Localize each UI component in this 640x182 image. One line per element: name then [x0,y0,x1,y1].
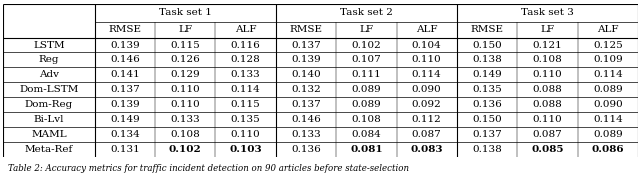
Text: Bi-Lvl: Bi-Lvl [34,115,64,124]
Text: 0.110: 0.110 [170,85,200,94]
Text: 0.149: 0.149 [110,115,140,124]
Text: 0.092: 0.092 [412,100,442,109]
Text: 0.083: 0.083 [410,145,443,154]
Text: 0.121: 0.121 [532,41,563,50]
Text: 0.111: 0.111 [351,70,381,79]
Text: 0.125: 0.125 [593,41,623,50]
Text: 0.110: 0.110 [412,55,442,64]
Text: 0.136: 0.136 [472,100,502,109]
Text: 0.089: 0.089 [351,100,381,109]
Text: 0.146: 0.146 [291,115,321,124]
Text: 0.129: 0.129 [170,70,200,79]
Text: 0.138: 0.138 [472,55,502,64]
Text: 0.110: 0.110 [230,130,260,139]
Text: LSTM: LSTM [33,41,65,50]
Text: 0.103: 0.103 [229,145,262,154]
Text: Meta-Ref: Meta-Ref [25,145,73,154]
Text: 0.081: 0.081 [350,145,383,154]
Text: 0.135: 0.135 [230,115,260,124]
Text: 0.107: 0.107 [351,55,381,64]
Text: 0.131: 0.131 [110,145,140,154]
Text: 0.109: 0.109 [593,55,623,64]
Text: 0.087: 0.087 [532,130,563,139]
Text: 0.137: 0.137 [472,130,502,139]
Text: Reg: Reg [38,55,59,64]
Text: 0.090: 0.090 [412,85,442,94]
Text: 0.139: 0.139 [291,55,321,64]
Text: 0.102: 0.102 [169,145,202,154]
Text: 0.132: 0.132 [291,85,321,94]
Text: Task set 2: Task set 2 [340,8,393,17]
Text: LF: LF [541,25,554,34]
Text: 0.084: 0.084 [351,130,381,139]
Text: 0.136: 0.136 [291,145,321,154]
Text: 0.149: 0.149 [472,70,502,79]
Text: 0.140: 0.140 [291,70,321,79]
Text: 0.134: 0.134 [110,130,140,139]
Text: 0.110: 0.110 [532,70,563,79]
Text: 0.114: 0.114 [412,70,442,79]
Text: 0.133: 0.133 [230,70,260,79]
Text: 0.108: 0.108 [532,55,563,64]
Text: Dom-LSTM: Dom-LSTM [19,85,79,94]
Text: 0.133: 0.133 [291,130,321,139]
Text: Dom-Reg: Dom-Reg [25,100,73,109]
Text: Task set 3: Task set 3 [521,8,574,17]
Text: 0.135: 0.135 [472,85,502,94]
Text: 0.114: 0.114 [593,70,623,79]
Text: 0.088: 0.088 [532,85,563,94]
Text: 0.114: 0.114 [230,85,260,94]
Text: 0.085: 0.085 [531,145,564,154]
Text: 0.089: 0.089 [593,85,623,94]
Text: Table 2: Accuracy metrics for traffic incident detection on 90 articles before s: Table 2: Accuracy metrics for traffic in… [8,164,409,173]
Text: 0.141: 0.141 [110,70,140,79]
Text: 0.089: 0.089 [593,130,623,139]
Text: 0.088: 0.088 [532,100,563,109]
Text: RMSE: RMSE [289,25,323,34]
Text: 0.090: 0.090 [593,100,623,109]
Text: 0.128: 0.128 [230,55,260,64]
Text: 0.139: 0.139 [110,41,140,50]
Text: 0.126: 0.126 [170,55,200,64]
Text: 0.137: 0.137 [291,100,321,109]
Text: 0.087: 0.087 [412,130,442,139]
Text: Adv: Adv [39,70,59,79]
Text: 0.112: 0.112 [412,115,442,124]
Text: MAML: MAML [31,130,67,139]
Text: 0.137: 0.137 [110,85,140,94]
Text: 0.139: 0.139 [110,100,140,109]
Text: LF: LF [359,25,373,34]
Text: 0.110: 0.110 [170,100,200,109]
Text: 0.102: 0.102 [351,41,381,50]
Text: 0.138: 0.138 [472,145,502,154]
Text: 0.089: 0.089 [351,85,381,94]
Text: Task set 1: Task set 1 [159,8,212,17]
Text: 0.150: 0.150 [472,115,502,124]
Text: 0.137: 0.137 [291,41,321,50]
Text: RMSE: RMSE [470,25,504,34]
Text: 0.133: 0.133 [170,115,200,124]
Text: 0.104: 0.104 [412,41,442,50]
Text: 0.110: 0.110 [532,115,563,124]
Text: 0.150: 0.150 [472,41,502,50]
Text: LF: LF [178,25,192,34]
Text: ALF: ALF [597,25,619,34]
Text: 0.146: 0.146 [110,55,140,64]
Text: ALF: ALF [235,25,256,34]
Text: 0.115: 0.115 [230,100,260,109]
Text: RMSE: RMSE [108,25,141,34]
Text: ALF: ALF [416,25,438,34]
Text: 0.116: 0.116 [230,41,260,50]
Text: 0.114: 0.114 [593,115,623,124]
Text: 0.086: 0.086 [591,145,624,154]
Text: 0.115: 0.115 [170,41,200,50]
Text: 0.108: 0.108 [351,115,381,124]
Text: 0.108: 0.108 [170,130,200,139]
